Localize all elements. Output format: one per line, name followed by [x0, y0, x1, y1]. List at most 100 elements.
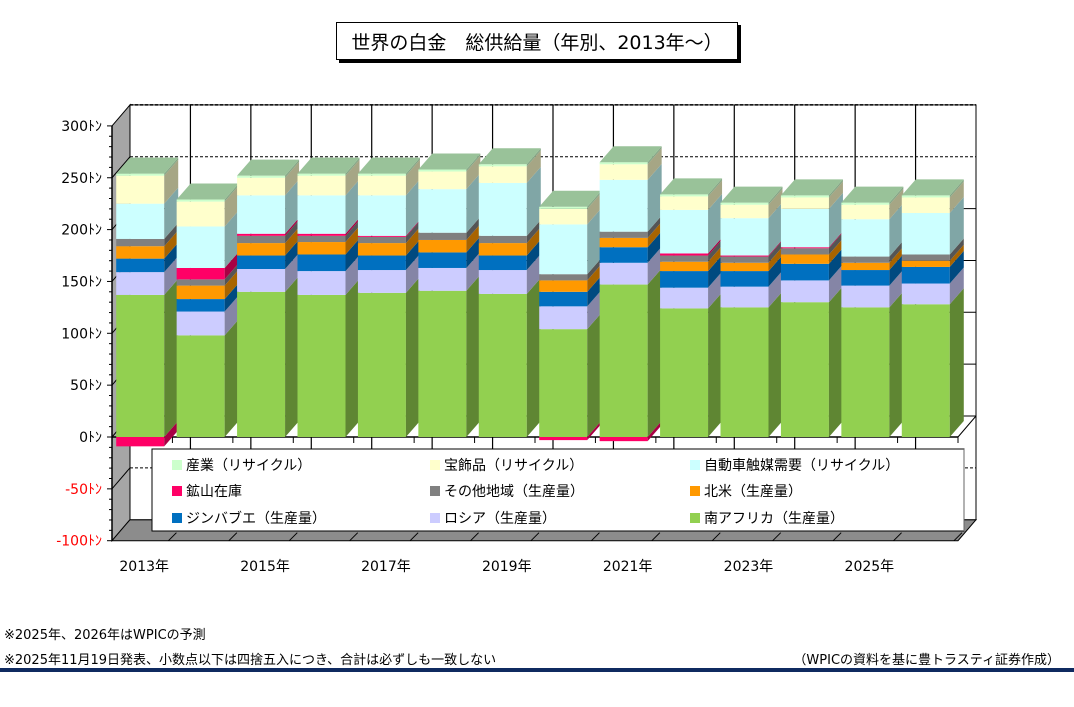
bar-segment: [176, 299, 225, 312]
bar-segment: [237, 243, 286, 256]
bar-segment-side: [405, 276, 420, 437]
bar-segment-side: [587, 190, 602, 209]
bar-segment: [176, 285, 225, 300]
legend-box: [151, 448, 965, 532]
bar-segment-side: [405, 157, 420, 176]
y-tick-label: 150ﾄﾝ: [61, 274, 102, 290]
bar-segment: [116, 203, 165, 239]
bar-top-face: [720, 186, 783, 203]
bar-segment-side: [466, 274, 481, 437]
y-tick-label: 200ﾄﾝ: [61, 223, 102, 239]
bar-segment: [720, 286, 769, 308]
bar-segment: [539, 274, 588, 281]
bars: [116, 146, 964, 447]
bar-segment: [841, 270, 890, 286]
bar-segment: [237, 235, 286, 244]
legend-label: 産業（リサイクル）: [186, 458, 311, 474]
legend-item: 自動車触媒需要（リサイクル）: [690, 457, 899, 474]
legend-item: ジンバブエ（生産量）: [172, 510, 326, 527]
bar-segment: [901, 254, 950, 261]
bar-segment: [599, 437, 648, 442]
bar-segment-side: [164, 159, 179, 204]
bar-segment-side: [708, 237, 723, 256]
bar-segment: [116, 173, 165, 176]
bar-segment: [720, 202, 769, 205]
bar-stack: [901, 179, 964, 437]
bar-segment: [780, 280, 829, 303]
bar-segment-side: [768, 240, 783, 263]
bar-segment: [357, 292, 406, 437]
bar-segment-side: [708, 255, 723, 288]
bar-segment: [841, 256, 890, 263]
bar-segment: [418, 252, 467, 268]
bar-segment-side: [285, 227, 300, 256]
bar-segment: [841, 219, 890, 257]
zero-line-depth: [957, 415, 977, 438]
bar-segment-side: [949, 250, 964, 284]
bar-segment-side: [828, 264, 843, 303]
bar-segment-side: [224, 210, 239, 268]
x-tick-label: 2021年: [603, 559, 653, 575]
bar-segment: [176, 226, 225, 268]
bar-segment-side: [285, 179, 300, 234]
bar-segment-side: [587, 208, 602, 275]
bar-segment-side: [949, 197, 964, 255]
bar-segment: [780, 208, 829, 248]
bar-stack: [418, 153, 481, 437]
bar-segment: [297, 173, 346, 176]
bar-segment: [780, 195, 829, 198]
bar-segment-side: [828, 247, 843, 281]
bar-segment-side: [345, 159, 360, 196]
bar-segment-side: [466, 155, 481, 190]
bar-segment: [780, 302, 829, 437]
bar-segment-side: [345, 226, 360, 255]
bar-stack: [660, 178, 723, 437]
bar-segment-side: [647, 268, 662, 437]
bar-segment-side: [828, 231, 843, 249]
bar-segment: [237, 269, 286, 292]
bar-segment: [357, 195, 406, 236]
legend-swatch: [172, 513, 182, 523]
bar-segment: [357, 255, 406, 271]
bar-segment: [720, 256, 769, 263]
legend-swatch: [172, 486, 182, 496]
bar-segment: [297, 254, 346, 272]
legend-item: 鉱山在庫: [172, 483, 242, 500]
bar-segment: [176, 201, 225, 227]
legend-swatch: [430, 486, 440, 496]
legend-label: ロシア（生産量）: [444, 511, 556, 527]
note-rounding: ※2025年11月19日発表、小数点以下は四捨五入につき、合計は必ずしも一致しな…: [4, 653, 497, 668]
bar-segment: [599, 162, 648, 165]
chart-title-text: 世界の白金 総供給量（年別、2013年～）: [351, 31, 723, 54]
bar-segment-side: [708, 178, 723, 197]
bar-segment: [599, 262, 648, 285]
bar-segment: [418, 232, 467, 240]
bar-top-face: [599, 146, 662, 163]
bar-segment: [901, 283, 950, 305]
bar-segment: [539, 208, 588, 225]
bar-segment-side: [285, 239, 300, 270]
bar-segment-side: [587, 421, 602, 441]
bar-segment: [478, 235, 527, 244]
bar-segment: [418, 169, 467, 172]
bar-segment: [780, 263, 829, 281]
bar-stack: [297, 157, 360, 437]
bar-segment-side: [828, 238, 843, 264]
bar-segment: [780, 248, 829, 255]
bar-segment-side: [345, 238, 360, 272]
bar-top-face: [297, 157, 360, 174]
bar-segment-side: [224, 263, 239, 286]
bar-segment: [357, 235, 406, 237]
bar-segment-side: [647, 231, 662, 263]
bar-segment-side: [708, 245, 723, 272]
y-tick-label: 50ﾄﾝ: [70, 378, 102, 394]
bar-segment: [539, 291, 588, 307]
bar-segment-side: [466, 236, 481, 268]
floor-tick: [530, 532, 540, 542]
floor-tick: [349, 532, 359, 542]
bar-segment-side: [828, 232, 843, 255]
floor-tick: [711, 532, 721, 542]
legend-item: その他地域（生産量）: [430, 484, 584, 500]
bar-segment-side: [405, 219, 420, 237]
bar-segment: [841, 204, 890, 220]
